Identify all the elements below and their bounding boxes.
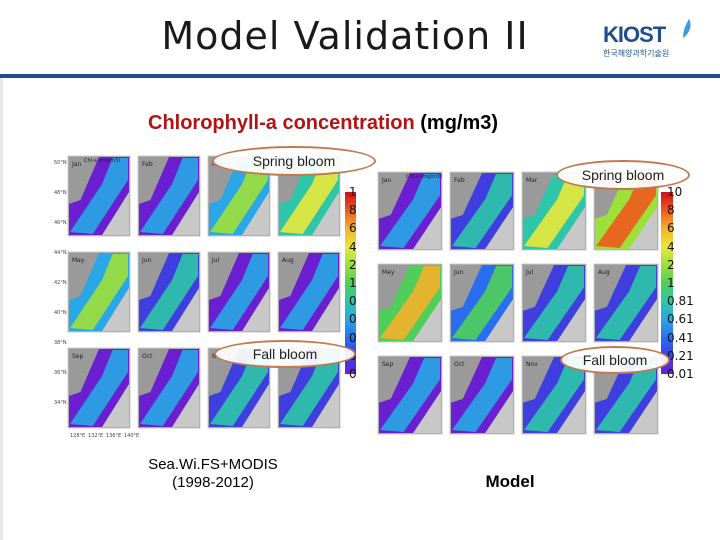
fall-bloom-callout-left: Fall bloom [214, 340, 356, 368]
colorbar-tick-label: 0.61 [667, 312, 694, 326]
monthly-map: May [378, 264, 442, 342]
month-label: May [72, 257, 85, 264]
month-label: Jun [141, 257, 152, 264]
subtitle-main: Chlorophyll-a concentration [148, 112, 415, 134]
lat-tick-label: 50°N [54, 160, 67, 166]
lon-tick-label: 132°E [88, 433, 103, 439]
lat-tick-label: 44°N [54, 250, 67, 256]
lat-tick-label: 42°N [54, 280, 67, 286]
month-label: Jul [525, 269, 534, 276]
slide-title: Model Validation II [0, 14, 690, 58]
month-label: Mar [526, 177, 538, 184]
month-label: Oct [142, 353, 153, 360]
model-map-grid: JanFebMarAprMayJunJulAugSepOctNovDecChl-… [356, 160, 662, 448]
model-caption: Model [470, 472, 550, 492]
satellite-caption-line1: Sea.Wi.FS+MODIS [148, 456, 278, 474]
month-label: Nov [526, 361, 538, 368]
lat-tick-label: 40°N [54, 310, 67, 316]
month-label: Sep [72, 353, 84, 360]
lat-tick-label: 48°N [54, 190, 67, 196]
month-label: Sep [382, 361, 394, 368]
monthly-map: Jun [450, 264, 514, 342]
lat-tick-label: 46°N [54, 220, 67, 226]
monthly-map: Jan [68, 156, 130, 236]
panel-header-label: Chl-a (mg/m3) [84, 158, 120, 164]
colorbar-tick-label: 10 [667, 185, 682, 199]
lon-tick-label: 128°E [70, 433, 85, 439]
colorbar-tick-label: 1 [667, 276, 675, 290]
monthly-map: Sep [378, 356, 442, 434]
month-label: Feb [142, 161, 153, 168]
spring-bloom-callout-right: Spring bloom [556, 160, 690, 190]
month-label: Oct [454, 361, 465, 368]
lon-tick-label: 136°E [106, 433, 121, 439]
logo-wordmark: KIOST [603, 22, 665, 48]
fall-bloom-callout-right: Fall bloom [560, 346, 670, 374]
subtitle-unit: (mg/m3) [420, 112, 498, 134]
month-label: Jan [381, 177, 391, 184]
colorbar-tick-label: 4 [667, 240, 675, 254]
monthly-map: Aug [278, 252, 340, 332]
panel-header-label: Chl-a (mg/m3) [406, 174, 442, 180]
spring-bloom-callout-left: Spring bloom [212, 146, 376, 176]
chart-subtitle: Chlorophyll-a concentration (mg/m3) [148, 112, 498, 135]
monthly-map: Feb [138, 156, 200, 236]
logo-subtitle: 한국해양과학기술원 [603, 48, 669, 59]
lat-tick-label: 38°N [54, 340, 67, 346]
colorbar-tick-label: 0.41 [667, 331, 694, 345]
monthly-map: Feb [450, 172, 514, 250]
leaf-icon [681, 18, 693, 40]
lat-tick-label: 36°N [54, 370, 67, 376]
month-label: Aug [598, 269, 610, 276]
month-label: Feb [454, 177, 465, 184]
monthly-map: Jul [208, 252, 270, 332]
colorbar-tick-label: 0.21 [667, 349, 694, 363]
month-label: Aug [282, 257, 294, 264]
kiost-logo: KIOST 한국해양과학기술원 [603, 18, 713, 58]
monthly-map: Oct [138, 348, 200, 428]
lon-tick-label: 140°E [124, 433, 139, 439]
colorbar-tick-label: 0.01 [667, 367, 694, 381]
colorbar-tick-label: 2 [667, 258, 675, 272]
model-map-panel: JanFebMarAprMayJunJulAugSepOctNovDecChl-… [356, 160, 662, 448]
satellite-caption-line2: (1998-2012) [148, 474, 278, 492]
monthly-map: Jul [522, 264, 586, 342]
month-label: Jan [71, 161, 81, 168]
monthly-map: Oct [450, 356, 514, 434]
month-label: May [382, 269, 395, 276]
monthly-map: May [68, 252, 130, 332]
monthly-map: Jun [138, 252, 200, 332]
monthly-map: Aug [594, 264, 658, 342]
satellite-map-panel: JanFebMarAprMayJunJulAugSepOctNovDec50°N… [54, 150, 344, 440]
satellite-map-grid: JanFebMarAprMayJunJulAugSepOctNovDec50°N… [54, 150, 344, 440]
month-label: Jun [453, 269, 464, 276]
month-label: Jul [211, 257, 220, 264]
slide-header: Model Validation II KIOST 한국해양과학기술원 [0, 0, 720, 78]
colorbar-tick-label: 8 [667, 203, 675, 217]
satellite-caption: Sea.Wi.FS+MODIS (1998-2012) [148, 456, 278, 492]
lat-tick-label: 34°N [54, 400, 67, 406]
monthly-map: Sep [68, 348, 130, 428]
colorbar-tick-label: 0.81 [667, 294, 694, 308]
colorbar-tick-label: 6 [667, 221, 675, 235]
monthly-map: Jan [378, 172, 442, 250]
